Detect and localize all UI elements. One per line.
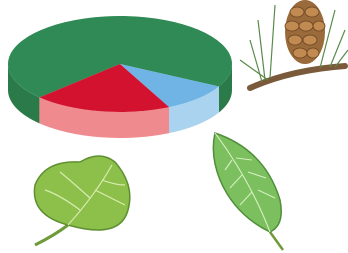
pie-chart xyxy=(8,16,232,138)
leaf xyxy=(34,156,129,245)
pine-cone xyxy=(240,0,348,88)
leaf xyxy=(213,133,283,250)
illustration xyxy=(0,0,348,253)
